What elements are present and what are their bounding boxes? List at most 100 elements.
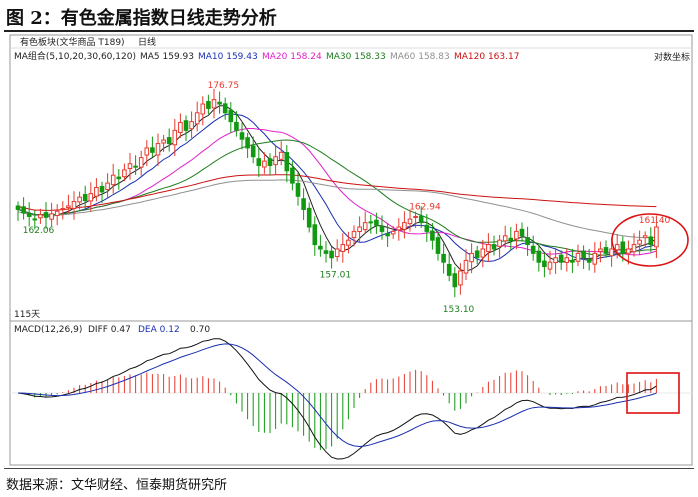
candle [536,244,542,272]
candle-body [592,252,598,265]
candle [161,134,166,152]
candle [547,250,553,275]
source-note: 数据来源：文华财经、恒泰期货研究所 [6,478,228,493]
candle-body [116,176,122,180]
candle-body [43,212,49,218]
candle [306,202,312,233]
candle [390,225,396,239]
macd-diff-line [17,338,657,460]
ma10-value: MA10 159.43 [198,52,258,62]
candle [402,211,407,239]
highlight-ellipse [611,213,689,267]
price-labels: 176.75 162.06 157.01 162.94 153.10 161.40 [23,81,671,315]
ma60-value: MA60 158.83 [390,52,450,62]
candle [413,211,418,228]
candle-body [318,245,323,250]
candle-body [71,201,77,209]
candle [446,253,452,282]
candle [542,252,547,278]
candle-body [463,259,469,274]
candle [99,181,105,204]
candle-body [323,250,329,254]
candle-body [390,230,396,235]
candle [267,153,273,176]
candle [200,96,206,126]
candle-body [178,121,183,134]
candle-body [452,273,458,288]
candle-body [166,137,172,145]
highlight-box [626,372,680,414]
candle [575,244,581,267]
candle-body [239,132,245,140]
candle-body [542,260,547,268]
ma-group-label: MA组合(5,10,20,30,60,120) [14,50,136,62]
candle [441,243,446,274]
candle [105,173,110,198]
ma20-line [17,128,657,256]
candle [626,240,631,265]
candle [502,225,508,248]
candle-body [301,198,306,210]
candle-body [234,121,239,131]
candle [379,215,385,240]
candle [362,211,368,235]
candle-body [194,112,200,125]
candle [491,235,497,256]
candle [43,202,49,229]
price-annotation: 176.75 [208,81,240,91]
candle [642,231,648,247]
candle-body [620,241,626,254]
candle [564,248,570,272]
candle [211,88,217,119]
candle [54,204,60,226]
candle [77,191,82,210]
candle-body [581,250,586,259]
candle-body [396,226,402,231]
candle [351,225,357,247]
candle [553,247,558,274]
candle [452,267,458,298]
candle [144,140,150,167]
candle [38,208,43,224]
candle-body [547,261,553,270]
symbol-label[interactable]: 有色板块(文华商品 T189) [20,36,125,48]
candle [284,145,290,183]
candle-body [407,218,413,225]
candle-body [127,163,133,170]
candle-body [256,158,262,167]
candle [318,234,323,257]
candle [334,239,340,262]
candle [480,239,486,268]
candle [88,182,94,212]
period-label[interactable]: 日线 [138,36,156,48]
candle-body [570,259,575,263]
ma-legend: MA组合(5,10,20,30,60,120) MA5 159.93 MA10 … [14,50,519,62]
ma60-line [17,179,657,238]
candle-body [430,230,435,241]
log-coord-label[interactable]: 对数坐标 [654,51,690,63]
candle-body [340,244,346,252]
candle-body [54,210,60,216]
candle-body [362,222,368,231]
candle-body [189,121,194,130]
ma30-value: MA30 158.33 [326,52,386,62]
candle [525,226,530,256]
candle-body [614,244,620,251]
candle-body [133,165,138,168]
title-rule [4,30,694,32]
candle-body [598,248,603,252]
candle-body [497,239,502,247]
candle [385,223,390,247]
candle-body [99,186,105,193]
candle [82,185,88,210]
candle [122,163,127,182]
candle [239,122,245,150]
candle [424,213,430,243]
candle-body [530,245,536,254]
candle [127,153,133,180]
candle [312,216,318,256]
candle-body [278,151,284,160]
candle [228,102,234,134]
macd-dea-value: DEA 0.12 [138,325,180,335]
candle [217,91,222,114]
